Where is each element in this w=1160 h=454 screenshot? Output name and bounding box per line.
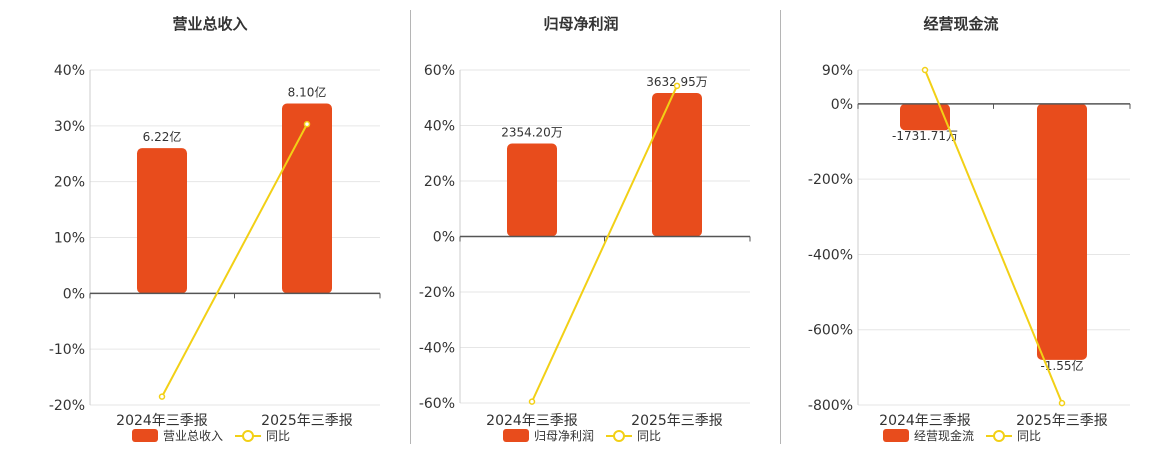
legend-bar-swatch [883, 429, 909, 442]
chart-title: 营业总收入 [172, 15, 247, 33]
legend-bar-label: 经营现金流 [914, 428, 974, 443]
chart-panel-revenue: 营业总收入 40% 30% 20% 10% 0% -10% -20% 6.22亿 8.10亿 202… [0, 0, 410, 450]
y-tick-label: -400% [808, 247, 853, 263]
chart-title: 经营现金流 [923, 15, 998, 33]
revenue-chart: 营业总收入 40% 30% 20% 10% 0% -10% -20% 6.22亿 8.10亿 202… [49, 15, 381, 443]
y-tick-label: 0% [831, 97, 853, 113]
legend-line-label: 同比 [266, 429, 290, 443]
yoy-point [921, 66, 929, 74]
yoy-point [158, 393, 166, 400]
bar-data-label: -1.55亿 [1040, 358, 1083, 373]
y-tick-label: 20% [54, 175, 85, 191]
legend-line-marker [242, 430, 254, 442]
legend-line-marker [613, 430, 625, 442]
y-tick-label: -40% [419, 341, 455, 357]
y-tick-label: 10% [54, 231, 85, 247]
x-category-label: 2025年三季报 [1016, 413, 1108, 429]
legend-bar-label: 归母净利润 [534, 429, 594, 443]
y-tick-label: 0% [433, 230, 455, 246]
bar [282, 103, 332, 294]
x-category-label: 2025年三季报 [261, 413, 353, 429]
yoy-point [1058, 399, 1066, 407]
legend-bar-swatch [132, 429, 158, 442]
bar-data-label: 8.10亿 [288, 85, 327, 100]
chart-panel-net-profit: 归母净利润 60% 40% 20% 0% -20% -40% -60% 2354.20万 3632… [411, 0, 781, 450]
chart-title: 归母净利润 [543, 15, 618, 33]
bar [900, 103, 950, 131]
y-tick-label: 30% [54, 119, 85, 135]
x-category-label: 2024年三季报 [879, 413, 971, 429]
bar [1037, 103, 1087, 360]
yoy-point [303, 120, 311, 128]
y-tick-label: 60% [424, 63, 455, 79]
legend-bar-label: 营业总收入 [163, 429, 223, 443]
bar [137, 148, 187, 294]
y-tick-label: -60% [419, 396, 455, 412]
y-tick-label: -10% [49, 342, 85, 358]
x-category-label: 2024年三季报 [486, 413, 578, 429]
legend-bar-swatch [503, 429, 529, 442]
bar-data-label: 2354.20万 [501, 126, 563, 140]
chart-panel-cash-flow: 经营现金流 90% 0% -200% -400% -600% -800% -1731.71万 -… [781, 0, 1160, 450]
y-tick-label: 90% [822, 63, 853, 79]
y-tick-label: -20% [419, 285, 455, 301]
y-tick-label: 40% [424, 119, 455, 135]
y-tick-label: -200% [808, 172, 853, 188]
bar-data-label: -1731.71万 [892, 129, 958, 143]
panel-divider [410, 10, 411, 444]
bar [507, 143, 557, 237]
bar [652, 93, 702, 237]
yoy-line [531, 85, 678, 403]
legend-line-marker [993, 430, 1005, 442]
y-tick-label: -800% [808, 398, 853, 414]
yoy-line [924, 69, 1063, 404]
yoy-point [673, 82, 681, 90]
bar-data-label: 3632.95万 [646, 75, 708, 89]
y-tick-label: 0% [63, 286, 85, 302]
bar-data-label: 6.22亿 [143, 129, 182, 144]
y-tick-label: -20% [49, 398, 85, 414]
legend-line-label: 同比 [637, 429, 661, 443]
net-profit-chart: 归母净利润 60% 40% 20% 0% -20% -40% -60% 2354.20万 3632… [419, 15, 751, 443]
y-tick-label: 20% [424, 174, 455, 190]
yoy-line [161, 123, 308, 398]
x-category-label: 2024年三季报 [116, 413, 208, 429]
y-tick-label: 40% [54, 63, 85, 79]
x-category-label: 2025年三季报 [631, 413, 723, 429]
cash-flow-chart: 经营现金流 90% 0% -200% -400% -600% -800% -1731.71万 -… [808, 15, 1131, 443]
yoy-point [528, 398, 536, 405]
legend-line-label: 同比 [1017, 429, 1041, 443]
panel-divider [780, 10, 781, 444]
y-tick-label: -600% [808, 323, 853, 339]
